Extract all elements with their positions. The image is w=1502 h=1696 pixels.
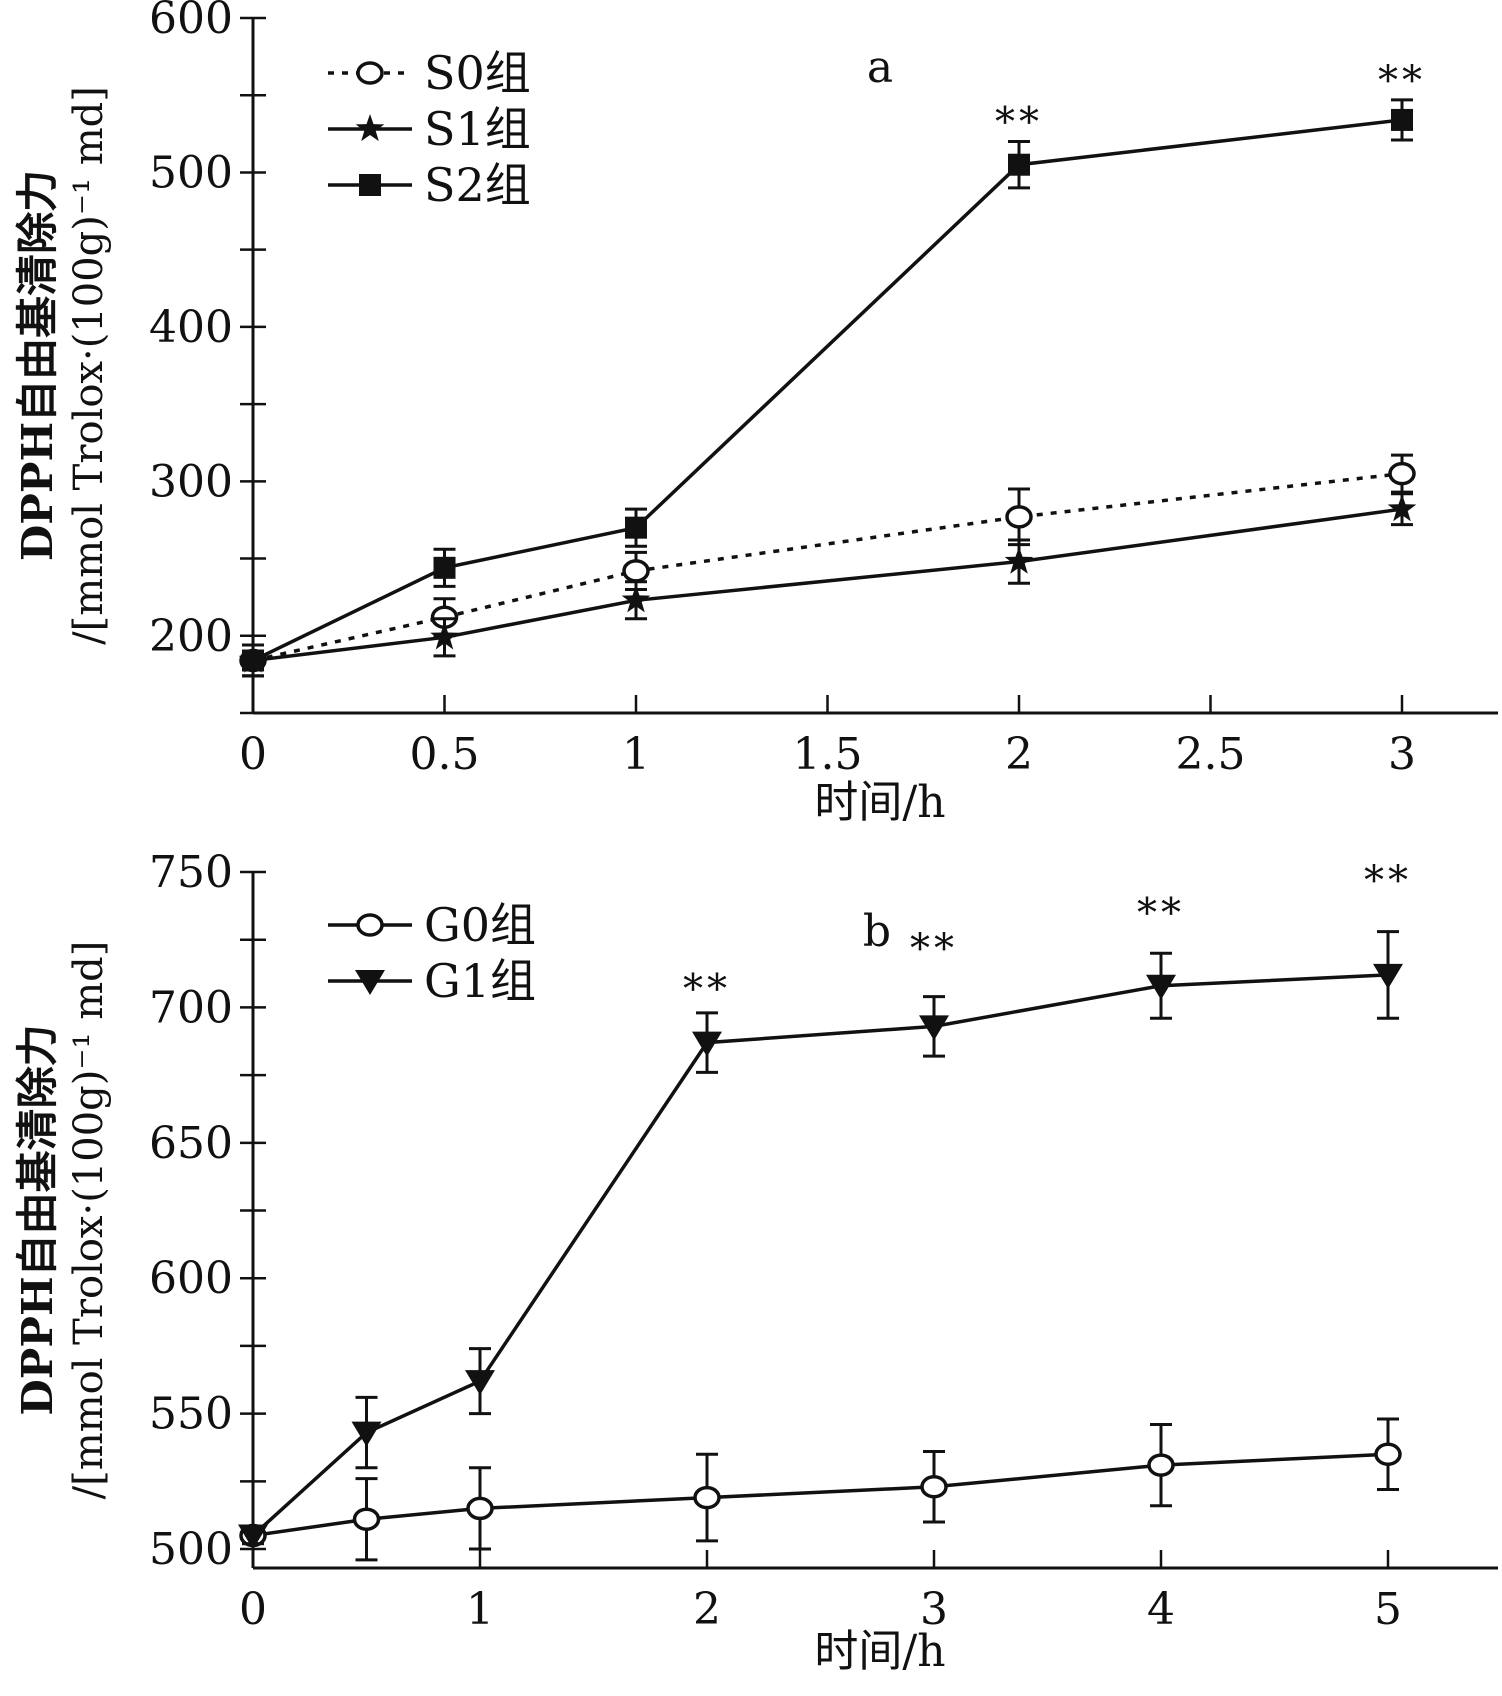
- legend-label: S2组: [424, 158, 531, 212]
- legend-G1组-marker: [355, 970, 385, 995]
- x-tick-label: 2: [1005, 729, 1033, 780]
- series-G1组-marker: [919, 1015, 949, 1041]
- x-tick-label: 1: [622, 729, 650, 780]
- y-axis-label-line1: DPPH自由基清除力: [13, 170, 62, 561]
- x-tick-label: 2: [693, 1584, 721, 1635]
- series-S0组: [239, 453, 1416, 678]
- series-G0组-marker: [693, 1485, 721, 1510]
- series-S2组-marker: [1391, 108, 1413, 131]
- series-G1组-marker: [1146, 974, 1176, 1000]
- significance-annotation: **: [1378, 58, 1426, 104]
- series-G0组-marker: [466, 1496, 494, 1521]
- series-S0组-marker: [622, 559, 650, 583]
- series-S2组-marker: [433, 556, 456, 579]
- chart-panel-b: 500 550 600 650 700 750 0 1 2 3 4 5 时间/h DPPH自由基清除力/[…: [13, 847, 1498, 1677]
- x-tick-label: 3: [1388, 729, 1416, 780]
- legend-G0组-marker: [356, 913, 384, 937]
- series-S0组-line: [252, 471, 1403, 663]
- panel-label: b: [863, 906, 891, 957]
- series-S2组-marker: [625, 516, 647, 539]
- y-tick-label: 500: [149, 147, 233, 198]
- y-tick-label: 550: [149, 1389, 233, 1440]
- y-tick-label: 300: [149, 456, 233, 507]
- legend-label: G0组: [424, 898, 536, 952]
- legend-entry-S0组: S0组: [328, 46, 531, 100]
- series-S1组-marker: [1004, 546, 1034, 574]
- significance-annotation: **: [1364, 858, 1412, 904]
- y-tick-label: 500: [149, 1524, 233, 1575]
- significance-annotation: **: [910, 926, 958, 972]
- x-tick-label: 5: [1374, 1584, 1402, 1635]
- series-G1组-marker: [238, 1524, 268, 1550]
- x-tick-label: 0: [239, 729, 267, 780]
- series-G1组-marker: [692, 1031, 722, 1057]
- legend-label: G1组: [424, 954, 536, 1008]
- series-S0组-marker: [1005, 505, 1033, 529]
- y-tick-label: 600: [149, 0, 233, 44]
- series-G1组: [238, 930, 1403, 1550]
- series-G1组-marker: [351, 1421, 382, 1447]
- series-G0组-marker: [1147, 1453, 1175, 1477]
- x-tick-label: 1: [466, 1584, 494, 1635]
- series-S1组-marker: [1387, 494, 1417, 522]
- x-tick-label: 4: [1147, 1584, 1175, 1635]
- x-tick-label: 2.5: [1176, 729, 1246, 780]
- x-axis-label: 时间/h: [814, 777, 945, 828]
- series-S1组: [238, 492, 1417, 678]
- y-tick-label: 200: [149, 611, 233, 662]
- legend-entry-G0组: G0组: [328, 898, 536, 952]
- legend-entry-G1组: G1组: [328, 954, 536, 1008]
- significance-annotation: **: [683, 966, 731, 1012]
- series-G1组-marker: [465, 1370, 495, 1396]
- series-S1组-marker: [430, 622, 459, 650]
- series-S2组: [242, 98, 1413, 678]
- legend-S0组-marker: [356, 61, 384, 85]
- series-S1组-line: [252, 507, 1403, 663]
- series-S0组-marker: [1388, 461, 1416, 486]
- y-tick-label: 400: [149, 302, 233, 353]
- series-G0组-marker: [1374, 1442, 1402, 1467]
- legend-entry-S2组: S2组: [328, 158, 531, 212]
- series-S2组-marker: [1008, 153, 1030, 176]
- series-S1组-marker: [621, 585, 651, 613]
- legend-entry-S1组: S1组: [328, 102, 531, 156]
- panel-label: a: [867, 42, 893, 93]
- x-axis-label: 时间/h: [814, 1626, 945, 1677]
- y-tick-label: 650: [149, 1118, 233, 1169]
- legend-label: S1组: [424, 102, 531, 156]
- series-G0组-marker: [920, 1475, 948, 1499]
- significance-annotation: **: [995, 99, 1043, 145]
- y-axis-label-line2: /[mmol Trolox·(100g)⁻¹ md]: [66, 86, 112, 645]
- legend-S2组-marker: [359, 174, 381, 196]
- series-G1组-line: [251, 973, 1389, 1537]
- legend-S1组-marker: [355, 114, 385, 142]
- significance-annotation: **: [1137, 891, 1185, 937]
- y-tick-label: 750: [149, 847, 233, 898]
- series-G1组-marker: [1373, 963, 1403, 989]
- y-axis-label-line2: /[mmol Trolox·(100g)⁻¹ md]: [66, 941, 112, 1500]
- y-axis-label-line1: DPPH自由基清除力: [13, 1024, 62, 1415]
- x-tick-label: 0: [239, 1584, 267, 1635]
- chart-panel-a: 200 300 400 500 600 0 0.5 1 1.5 2 2.5 3 时间/h DPPH自由基清…: [13, 0, 1498, 828]
- series-G0组-marker: [352, 1507, 381, 1532]
- x-tick-label: 1.5: [793, 729, 863, 780]
- x-tick-label: 3: [920, 1584, 948, 1635]
- x-tick-label: 0.5: [410, 729, 480, 780]
- series-S2组-marker: [242, 649, 264, 672]
- series-G0组: [239, 1417, 1402, 1562]
- series-G0组-line: [252, 1452, 1389, 1538]
- y-tick-label: 600: [149, 1253, 233, 1304]
- legend-label: S0组: [424, 46, 531, 100]
- y-tick-label: 700: [149, 982, 233, 1033]
